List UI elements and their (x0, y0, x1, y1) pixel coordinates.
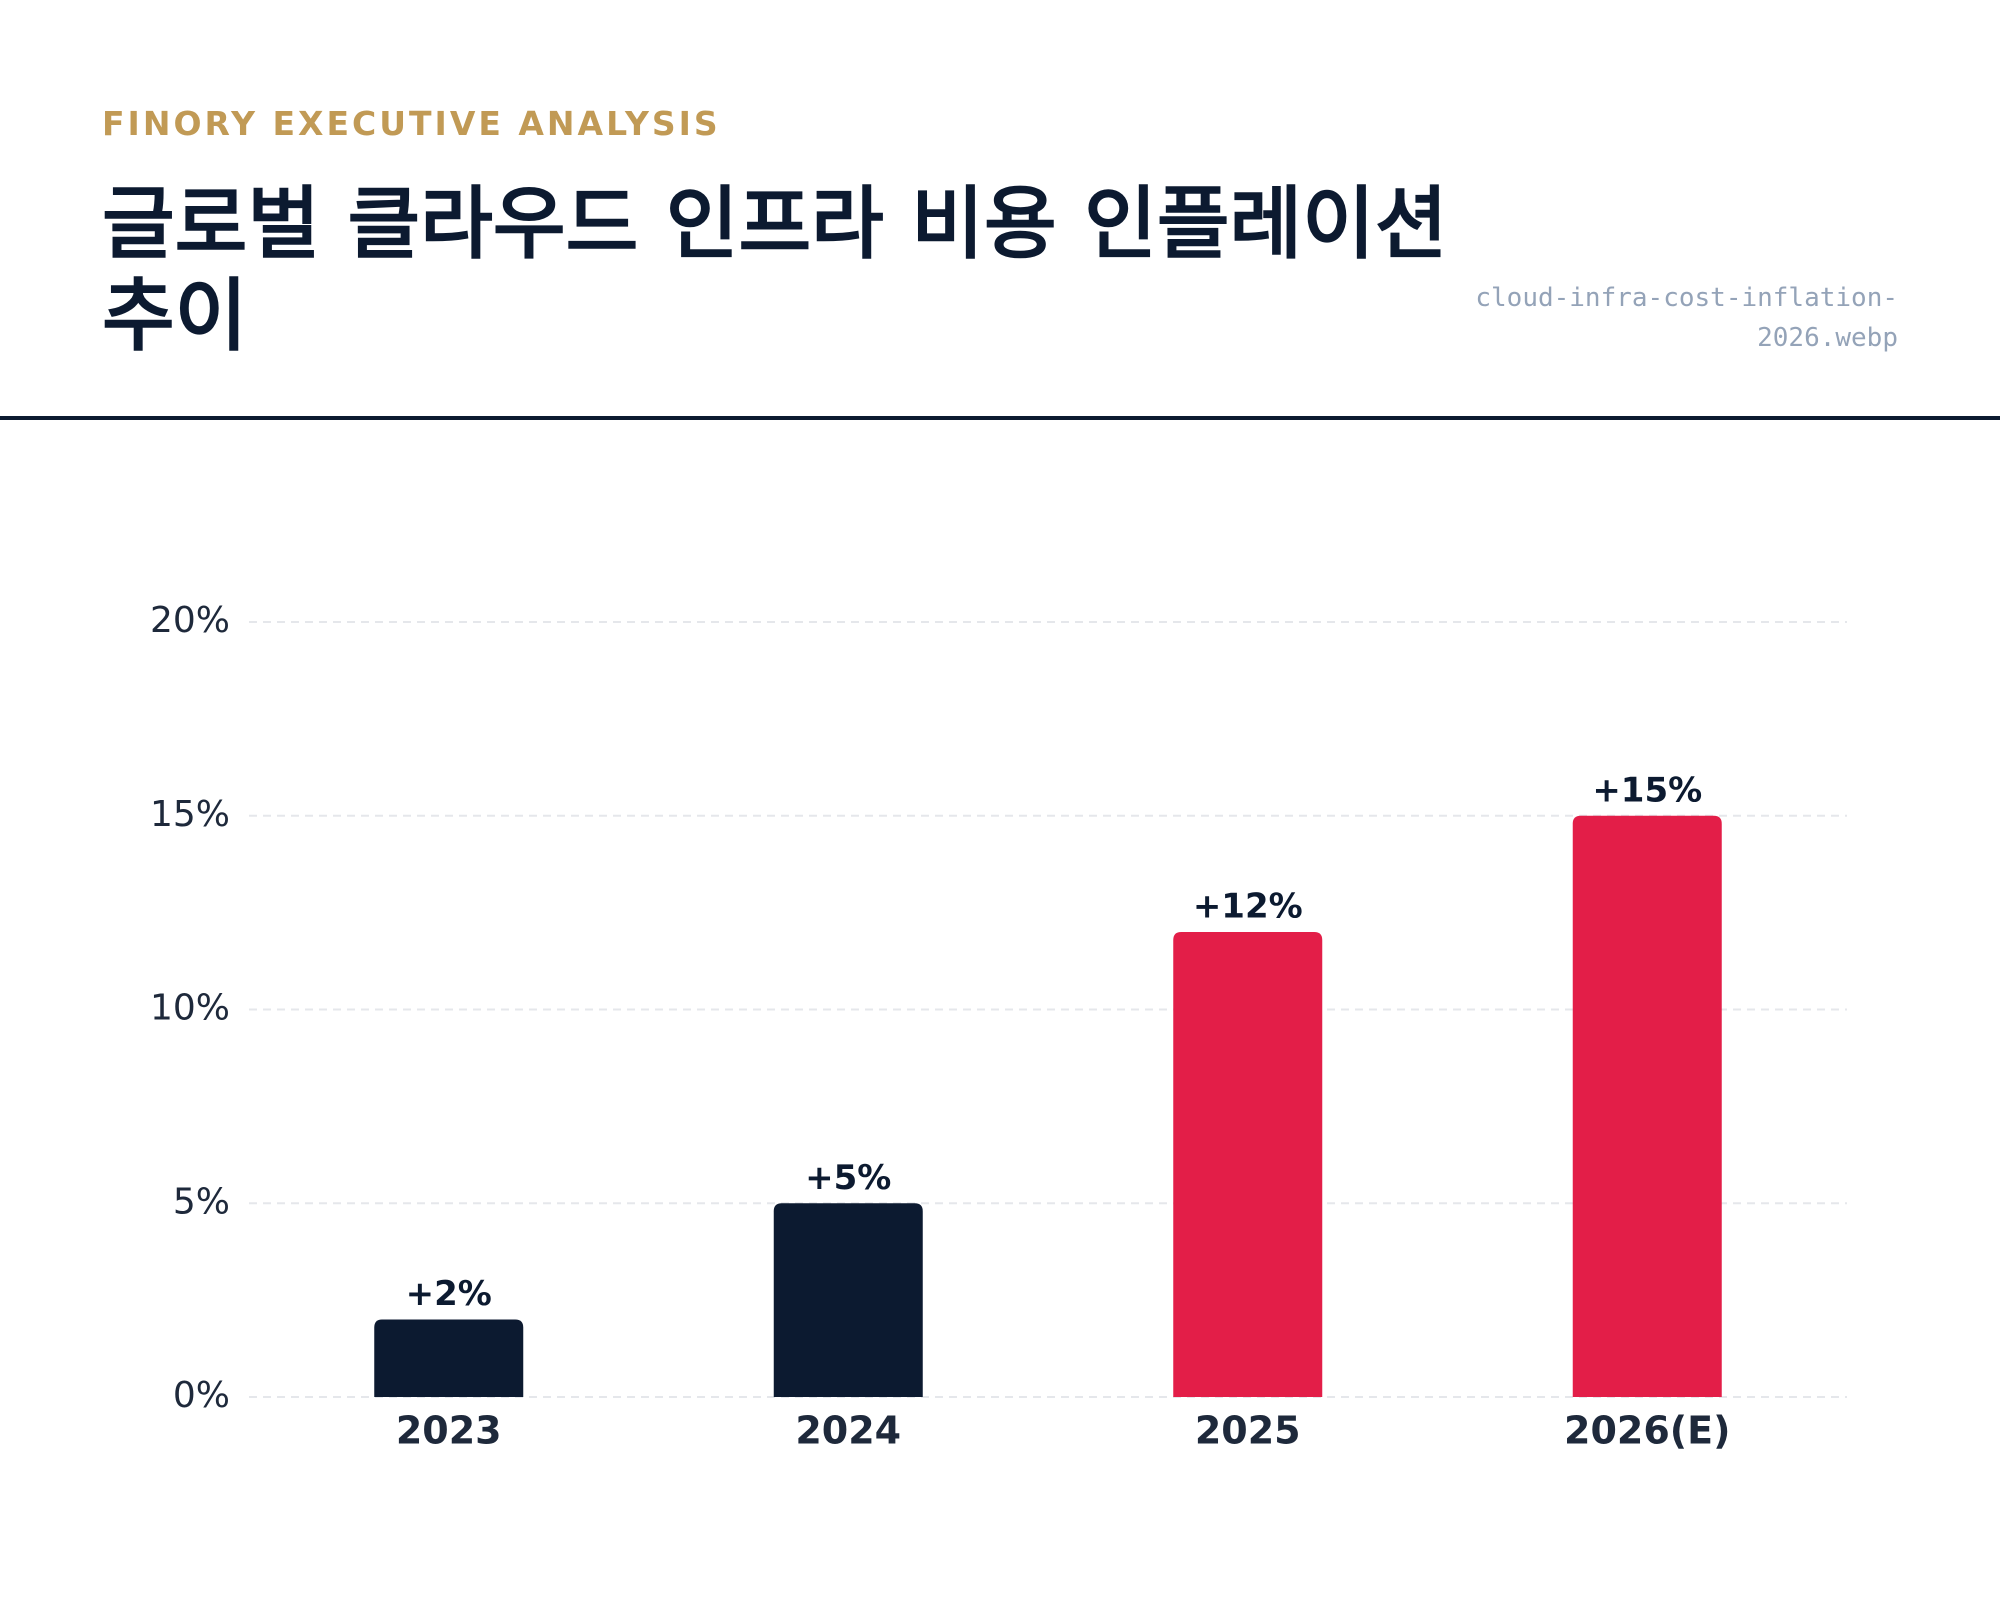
kicker: FINORY EXECUTIVE ANALYSIS (102, 104, 721, 143)
value-label: +5% (805, 1158, 891, 1198)
bar (773, 1203, 923, 1397)
y-tick-label: 0% (173, 1375, 230, 1416)
divider (0, 416, 2000, 420)
bar (374, 1319, 524, 1397)
bar (1572, 815, 1722, 1397)
filename: cloud-infra-cost-inflation-2026.webp (1475, 283, 1898, 353)
value-label: +12% (1193, 887, 1303, 927)
y-tick-label: 15% (150, 794, 230, 835)
chart-title: 글로벌 클라우드 인프라 비용 인플레이션 추이 (102, 178, 1448, 362)
x-tick-label: 2023 (396, 1409, 502, 1453)
x-tick-label: 2026(E) (1564, 1409, 1730, 1453)
x-tick-label: 2024 (795, 1409, 901, 1453)
x-tick-label: 2025 (1195, 1409, 1301, 1453)
y-tick-label: 5% (173, 1181, 230, 1222)
value-label: +15% (1592, 770, 1702, 810)
y-tick-label: 10% (150, 988, 230, 1029)
bar (1173, 932, 1323, 1397)
y-tick-label: 20% (150, 600, 230, 641)
value-label: +2% (406, 1274, 492, 1314)
